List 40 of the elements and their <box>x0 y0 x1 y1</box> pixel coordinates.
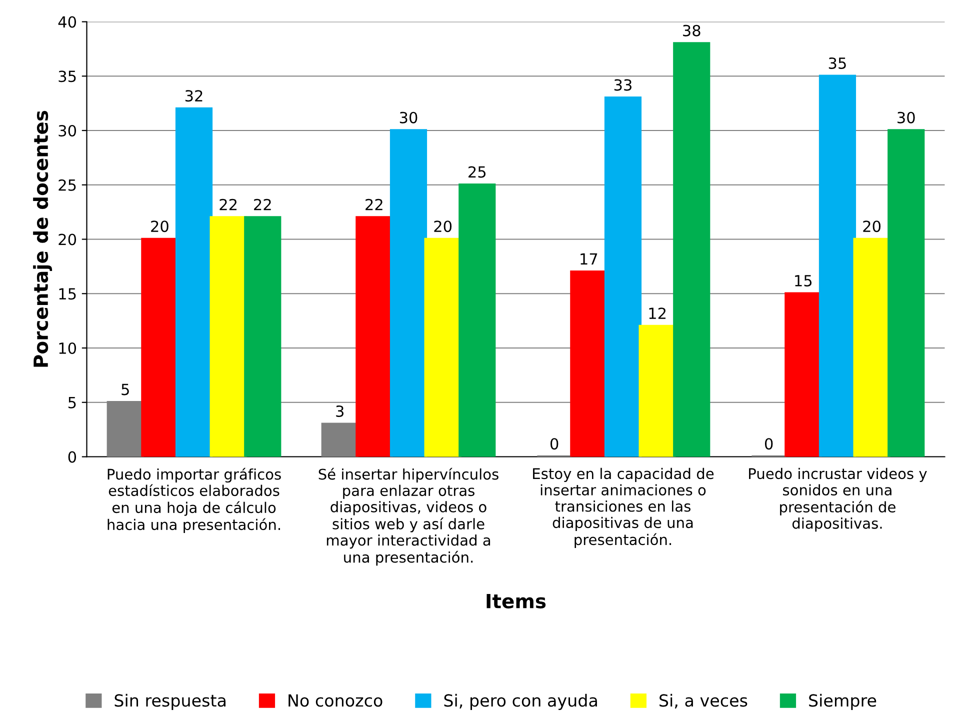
y-tick-label: 25 <box>58 179 76 191</box>
x-axis-title: Items <box>486 594 546 608</box>
data-label: 20 <box>434 220 452 232</box>
data-label: 22 <box>254 198 271 210</box>
y-tick-label: 20 <box>58 234 76 246</box>
data-label: 17 <box>580 253 598 265</box>
data-label: 5 <box>122 384 129 396</box>
data-label: 22 <box>220 198 237 210</box>
data-label: 25 <box>468 166 486 178</box>
legend-label: Sin respuesta <box>114 694 226 710</box>
data-label: 15 <box>795 275 812 286</box>
y-tick-label: 40 <box>58 16 76 28</box>
y-tick-label: 35 <box>58 70 76 82</box>
legend-label: No conozco <box>288 694 382 707</box>
data-label: 32 <box>185 90 202 102</box>
x-tick-label: Sé insertar hipervínculos para enlazar otras diapositivas, videos o sitios web y así darle mayor interactividad a una presentación. <box>318 468 498 566</box>
data-label: 38 <box>683 24 700 36</box>
data-label: 30 <box>898 112 915 124</box>
legend-label: Si, pero con ayuda <box>444 694 597 710</box>
legend-label: Siempre <box>809 694 876 710</box>
y-axis-title: Porcentaje de docentes <box>33 110 52 367</box>
data-label: 33 <box>614 79 632 91</box>
x-tick-label: Puedo importar gráficos estadísticos elaborados en una hoja de cálculo hacia una presentación. <box>108 468 281 533</box>
y-tick-label: 10 <box>59 342 76 354</box>
data-label: 22 <box>366 198 382 210</box>
data-label: 12 <box>649 308 666 319</box>
x-tick-label: Puedo incrustar videos y sonidos en una presentación de diapositivas. <box>749 468 927 532</box>
y-tick-label: 0 <box>68 451 76 463</box>
data-label: 3 <box>336 405 344 417</box>
legend-label: Si, a veces <box>660 694 748 708</box>
x-tick-label: Estoy en la capacidad de insertar animaciones o transiciones en las diapositivas de una presentación. <box>533 468 714 548</box>
data-label: 0 <box>550 438 558 450</box>
y-tick-label: 5 <box>68 397 76 408</box>
data-label: 20 <box>863 220 880 232</box>
y-tick-label: 15 <box>59 288 76 300</box>
data-label: 0 <box>764 438 773 450</box>
y-tick-label: 30 <box>58 124 76 137</box>
data-label: 20 <box>151 220 168 232</box>
data-label: 30 <box>400 112 418 124</box>
data-label: 35 <box>828 57 846 69</box>
